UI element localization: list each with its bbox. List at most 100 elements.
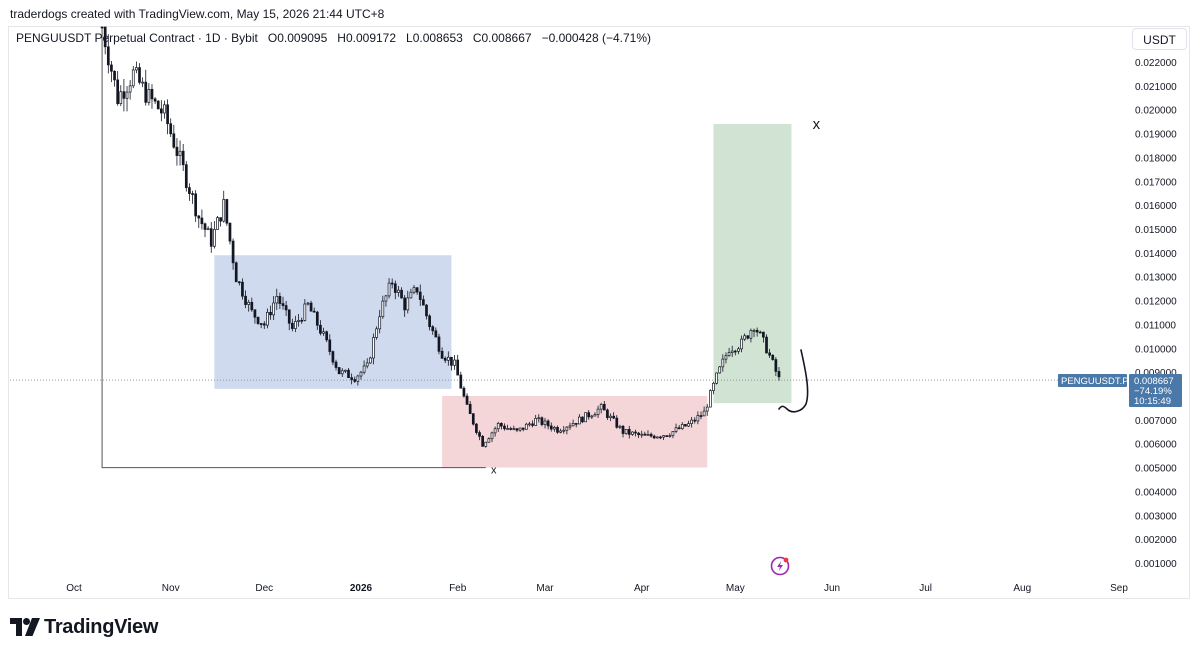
candle-body <box>743 335 747 340</box>
candle-body <box>269 311 272 316</box>
candle-body <box>521 427 525 430</box>
candle-body <box>690 419 693 424</box>
candle-body <box>103 26 107 48</box>
candle-body <box>297 319 300 322</box>
candle-body <box>506 428 509 430</box>
candle-body <box>699 415 703 417</box>
candle-body <box>244 295 247 305</box>
candle-body <box>593 414 597 417</box>
attribution-text: traderdogs created with TradingView.com,… <box>10 7 385 21</box>
legend-open: 0.009095 <box>277 31 328 45</box>
legend-symbol[interactable]: PENGUUSDT Perpetual Contract · 1D · Bybi… <box>16 31 258 45</box>
y-tick-label: 0.020000 <box>1135 106 1177 117</box>
candle-body <box>640 433 644 436</box>
chart-frame <box>8 26 1190 599</box>
y-tick-label: 0.021000 <box>1135 82 1177 93</box>
price-tag-price: 0.008667 <box>1134 376 1174 387</box>
annotations-layer: xx <box>491 116 821 477</box>
candle-body <box>322 331 325 334</box>
candle-body <box>643 433 647 436</box>
candle-body <box>484 441 488 447</box>
y-tick-label: 0.018000 <box>1135 153 1177 164</box>
price-tag-change: −74.19% <box>1134 386 1172 397</box>
candle-body <box>153 98 157 102</box>
candle-body <box>677 427 681 430</box>
candle-body <box>655 436 659 439</box>
candle-body <box>587 412 591 418</box>
candle-body <box>303 303 307 321</box>
candle-body <box>553 427 556 430</box>
candle-body <box>512 428 516 430</box>
candle-body <box>294 321 297 329</box>
legend-low: 0.008653 <box>412 31 463 45</box>
candle-body <box>340 370 344 375</box>
candle-body <box>156 100 160 110</box>
tradingview-logo[interactable]: TradingView <box>10 614 158 640</box>
y-tick-label: 0.022000 <box>1135 58 1177 69</box>
candle-body <box>462 387 466 397</box>
candle-body <box>528 423 531 426</box>
candle-body <box>300 319 304 322</box>
candle-body <box>531 423 534 426</box>
candle-body <box>602 403 606 411</box>
x-tick-label: Nov <box>162 583 180 594</box>
candle-body <box>549 425 553 430</box>
candle-body <box>291 322 294 329</box>
candle-body <box>387 282 391 297</box>
candle-body <box>350 377 353 380</box>
candle-body <box>119 91 123 104</box>
price-tag-value-bg <box>1129 374 1182 407</box>
candle-body <box>306 302 310 305</box>
candle-body <box>135 67 138 71</box>
candle-body <box>487 438 491 443</box>
candle-body <box>500 423 503 427</box>
candle-body <box>191 193 194 195</box>
candle-body <box>415 287 419 293</box>
price-tag-countdown: 10:15:49 <box>1134 396 1171 407</box>
candle-body <box>574 422 578 425</box>
candle-body <box>468 403 472 415</box>
candle-body <box>203 223 207 230</box>
candle-body <box>281 303 285 306</box>
candle-body <box>393 283 397 293</box>
candle-body <box>247 301 251 305</box>
candle-body <box>116 79 120 104</box>
x-tick-label: Oct <box>66 583 82 594</box>
candle-body <box>453 359 456 366</box>
x-tick-label: Jun <box>824 583 840 594</box>
candle-body <box>141 81 144 84</box>
candle-body <box>450 356 453 366</box>
lightning-icon[interactable] <box>770 556 790 576</box>
candle-body <box>590 415 594 418</box>
legend-low-label: L <box>406 31 413 45</box>
green-zone <box>713 124 792 404</box>
candle-body <box>627 428 631 435</box>
candle-body <box>169 123 173 135</box>
candle-body <box>718 366 722 374</box>
blue-zone <box>214 255 452 389</box>
candle-body <box>378 316 382 330</box>
candle-body <box>422 299 425 306</box>
y-tick-label: 0.017000 <box>1135 177 1177 188</box>
legend-close-label: C <box>472 31 482 45</box>
price-tag: PENGUUSDT.P 0.008667 −74.19% 10:15:49 <box>1058 374 1182 407</box>
candle-body <box>266 311 269 326</box>
x-tick-label: 2026 <box>350 583 373 594</box>
price-axis: 0.022000 0.021000 0.020000 0.019000 0.018000… <box>1135 58 1177 570</box>
candle-body <box>777 371 781 378</box>
candle-body <box>540 417 544 425</box>
legend-close: 0.008667 <box>481 31 532 45</box>
candle-body <box>365 362 369 367</box>
candle-body <box>163 104 166 114</box>
candle-body <box>596 408 600 415</box>
currency-unit-button[interactable]: USDT <box>1132 28 1187 50</box>
candle-body <box>537 417 541 420</box>
candle-body <box>178 150 182 156</box>
candle-body <box>312 310 316 313</box>
candle-body <box>705 406 709 412</box>
candle-body <box>581 416 584 423</box>
y-tick-label: 0.015000 <box>1135 225 1177 236</box>
candle-body <box>381 300 385 318</box>
candle-body <box>652 435 656 439</box>
